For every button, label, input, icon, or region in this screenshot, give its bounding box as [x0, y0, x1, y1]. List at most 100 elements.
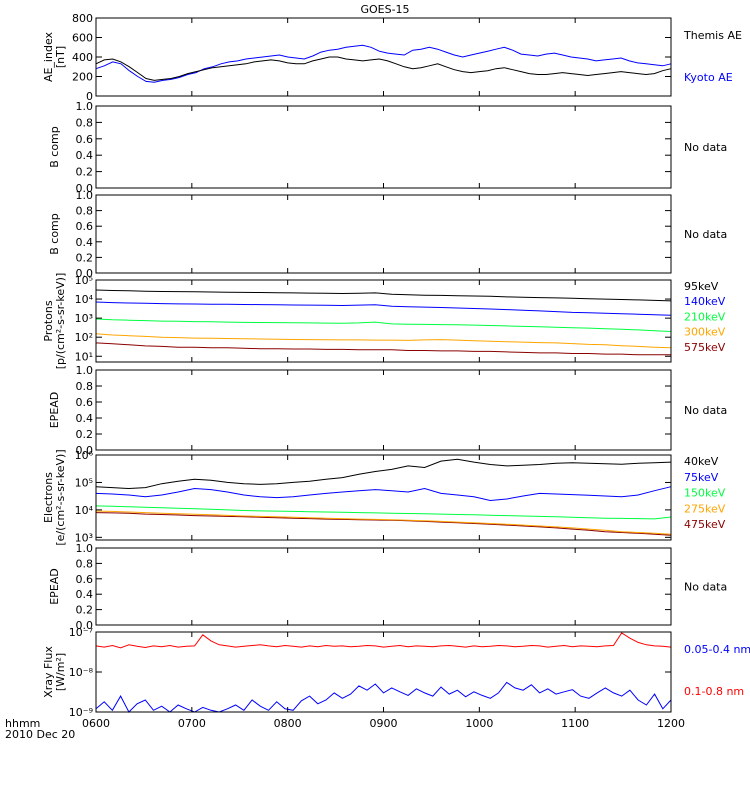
- y-tick-label-b1-2: 0.4: [76, 149, 94, 162]
- x-tick-label-3: 0900: [370, 717, 398, 730]
- plot-frame-xray: [95, 631, 672, 713]
- y-tick-label-epead1-4: 0.8: [76, 380, 94, 393]
- y-axis-label-xray-1: [W/m²]: [54, 653, 67, 691]
- y-axis-label-b1-0: B comp: [48, 126, 61, 168]
- y-tick-label-b1-1: 0.2: [76, 166, 94, 179]
- y-axis-label-epead1-0: EPEAD: [48, 392, 61, 429]
- y-axis-label-ae-0: AE_index: [42, 31, 55, 82]
- y-tick-label-b1-0: 0.0: [76, 182, 94, 195]
- plot-frame-epead1: [95, 369, 672, 451]
- x-tick-label-5: 1100: [561, 717, 589, 730]
- plot-frame-b1: [95, 105, 672, 189]
- y-axis-label-protons-1: [p/(cm²-s-sr-keV)]: [54, 273, 67, 370]
- y-tick-label-epead1-0: 0.0: [76, 444, 94, 457]
- y-tick-label-b1-5: 1.0: [76, 100, 94, 113]
- chart-title: GOES-15: [360, 3, 409, 16]
- series-line-protons-3: [95, 301, 672, 316]
- y-tick-label-epead2-5: 1.0: [76, 542, 94, 555]
- plot-frame-ae: [95, 17, 672, 97]
- y-axis-label-protons-0: Protons: [42, 300, 55, 341]
- series-line-protons-0: [95, 342, 671, 356]
- x-tick-label-1: 0700: [178, 717, 206, 730]
- panel-epead1: 0.0 0.2 0.4 0.6 0.8 1.0 EPEAD No data: [48, 364, 727, 457]
- plot-frame-b2: [95, 194, 672, 274]
- series-line-protons-1: [95, 333, 672, 349]
- y-tick-label-b2-4: 0.8: [76, 205, 94, 218]
- y-tick-label-protons-1: 10²: [75, 331, 93, 344]
- y-tick-label-b2-0: 0.0: [76, 267, 94, 280]
- panel-b2: 0.0 0.2 0.4 0.6 0.8 1.0 B comp No data: [48, 189, 727, 280]
- y-tick-label-epead2-3: 0.6: [76, 573, 94, 586]
- y-tick-label-epead2-2: 0.4: [76, 588, 94, 601]
- y-axis-label-xray-0: Xray Flux: [42, 646, 55, 698]
- y-tick-label-protons-3: 10⁴: [75, 293, 94, 306]
- status-text-epead1: No data: [684, 404, 727, 417]
- y-tick-label-b1-4: 0.8: [76, 116, 94, 129]
- panel-electrons: 10³ 10⁴ 10⁵ 10⁶ Electrons [e/(cm²-s-sr-keV)] 4…: [42, 449, 726, 546]
- y-tick-label-xray-2: 10⁻⁷: [69, 626, 93, 639]
- y-tick-label-electrons-1: 10⁴: [75, 504, 94, 517]
- y-tick-label-b2-1: 0.2: [76, 251, 94, 264]
- legend-xray-1: 0.05-0.4 nm: [684, 643, 750, 656]
- legend-ae-1: Themis AE: [683, 29, 742, 42]
- y-axis-label-b2-0: B comp: [48, 213, 61, 255]
- status-text-b2: No data: [684, 228, 727, 241]
- legend-protons-2: 210keV: [684, 310, 726, 323]
- legend-electrons-3: 75keV: [684, 471, 719, 484]
- y-tick-label-epead2-0: 0.0: [76, 619, 94, 632]
- y-tick-label-protons-2: 10³: [75, 312, 93, 325]
- y-tick-label-ae-2: 400: [72, 51, 93, 64]
- legend-electrons-4: 40keV: [684, 455, 719, 468]
- plot-frame-electrons: [95, 454, 672, 541]
- y-tick-label-epead1-3: 0.6: [76, 396, 94, 409]
- x-axis-label-time: hhmm: [5, 717, 40, 730]
- y-tick-label-epead2-4: 0.8: [76, 557, 94, 570]
- y-tick-label-b2-2: 0.4: [76, 236, 94, 249]
- legend-xray-0: 0.1-0.8 nm: [684, 685, 744, 698]
- series-line-electrons-4: [95, 458, 672, 490]
- legend-protons-4: 95keV: [684, 280, 719, 293]
- y-tick-label-xray-1: 10⁻⁸: [69, 666, 94, 679]
- legend-electrons-2: 150keV: [684, 487, 726, 500]
- panel-xray: 10⁻⁹ 10⁻⁸ 10⁻⁷ Xray Flux [W/m²] 0.05-0.4 nm 0.…: [42, 626, 750, 719]
- series-line-electrons-3: [95, 486, 672, 502]
- y-tick-label-epead2-1: 0.2: [76, 604, 94, 617]
- panel-b1: 0.0 0.2 0.4 0.6 0.8 1.0 B comp No data: [48, 100, 727, 195]
- x-tick-label-4: 1000: [465, 717, 493, 730]
- legend-electrons-1: 275keV: [684, 502, 726, 515]
- x-tick-label-2: 0800: [274, 717, 302, 730]
- y-tick-label-xray-0: 10⁻⁹: [69, 706, 93, 719]
- series-line-ae-1: [95, 56, 672, 81]
- legend-protons-0: 575keV: [684, 341, 726, 354]
- y-tick-label-ae-0: 0: [86, 90, 93, 103]
- legend-protons-3: 140keV: [684, 295, 726, 308]
- y-tick-label-b2-5: 1.0: [76, 189, 94, 202]
- panel-epead2: 0.0 0.2 0.4 0.6 0.8 1.0 EPEAD No data: [48, 542, 727, 632]
- y-tick-label-electrons-0: 10³: [75, 531, 93, 544]
- series-line-protons-4: [95, 289, 672, 302]
- y-tick-label-protons-4: 10⁵: [75, 274, 93, 287]
- plot-frame-epead2: [95, 547, 672, 626]
- panel-ae: 0 200 400 600 800 AE_index [nT] Themis AE Kyoto …: [42, 12, 742, 103]
- y-axis-label-electrons-1: [e/(cm²-s-sr-keV)]: [54, 449, 67, 545]
- y-tick-label-electrons-2: 10⁵: [75, 476, 93, 489]
- y-tick-label-electrons-3: 10⁶: [75, 449, 94, 462]
- y-axis-label-electrons-0: Electrons: [42, 472, 55, 523]
- panel-protons: 10¹ 10² 10³ 10⁴ 10⁵ Protons [p/(cm²-s-sr-keV)]…: [42, 273, 726, 370]
- y-tick-label-epead1-2: 0.4: [76, 412, 94, 425]
- status-text-b1: No data: [684, 141, 727, 154]
- y-tick-label-b2-3: 0.6: [76, 220, 94, 233]
- series-line-electrons-1: [95, 510, 672, 535]
- y-tick-label-b1-3: 0.6: [76, 133, 94, 146]
- series-line-ae-0: [95, 44, 672, 83]
- status-text-epead2: No data: [684, 581, 727, 594]
- series-line-protons-2: [95, 318, 672, 332]
- legend-protons-1: 300keV: [684, 326, 726, 339]
- y-axis-label-ae-1: [nT]: [54, 46, 67, 68]
- y-tick-label-protons-0: 10¹: [75, 350, 93, 363]
- series-line-electrons-2: [95, 505, 672, 520]
- y-tick-label-epead1-5: 1.0: [76, 364, 94, 377]
- y-tick-label-ae-3: 600: [72, 32, 93, 45]
- y-tick-label-epead1-1: 0.2: [76, 428, 94, 441]
